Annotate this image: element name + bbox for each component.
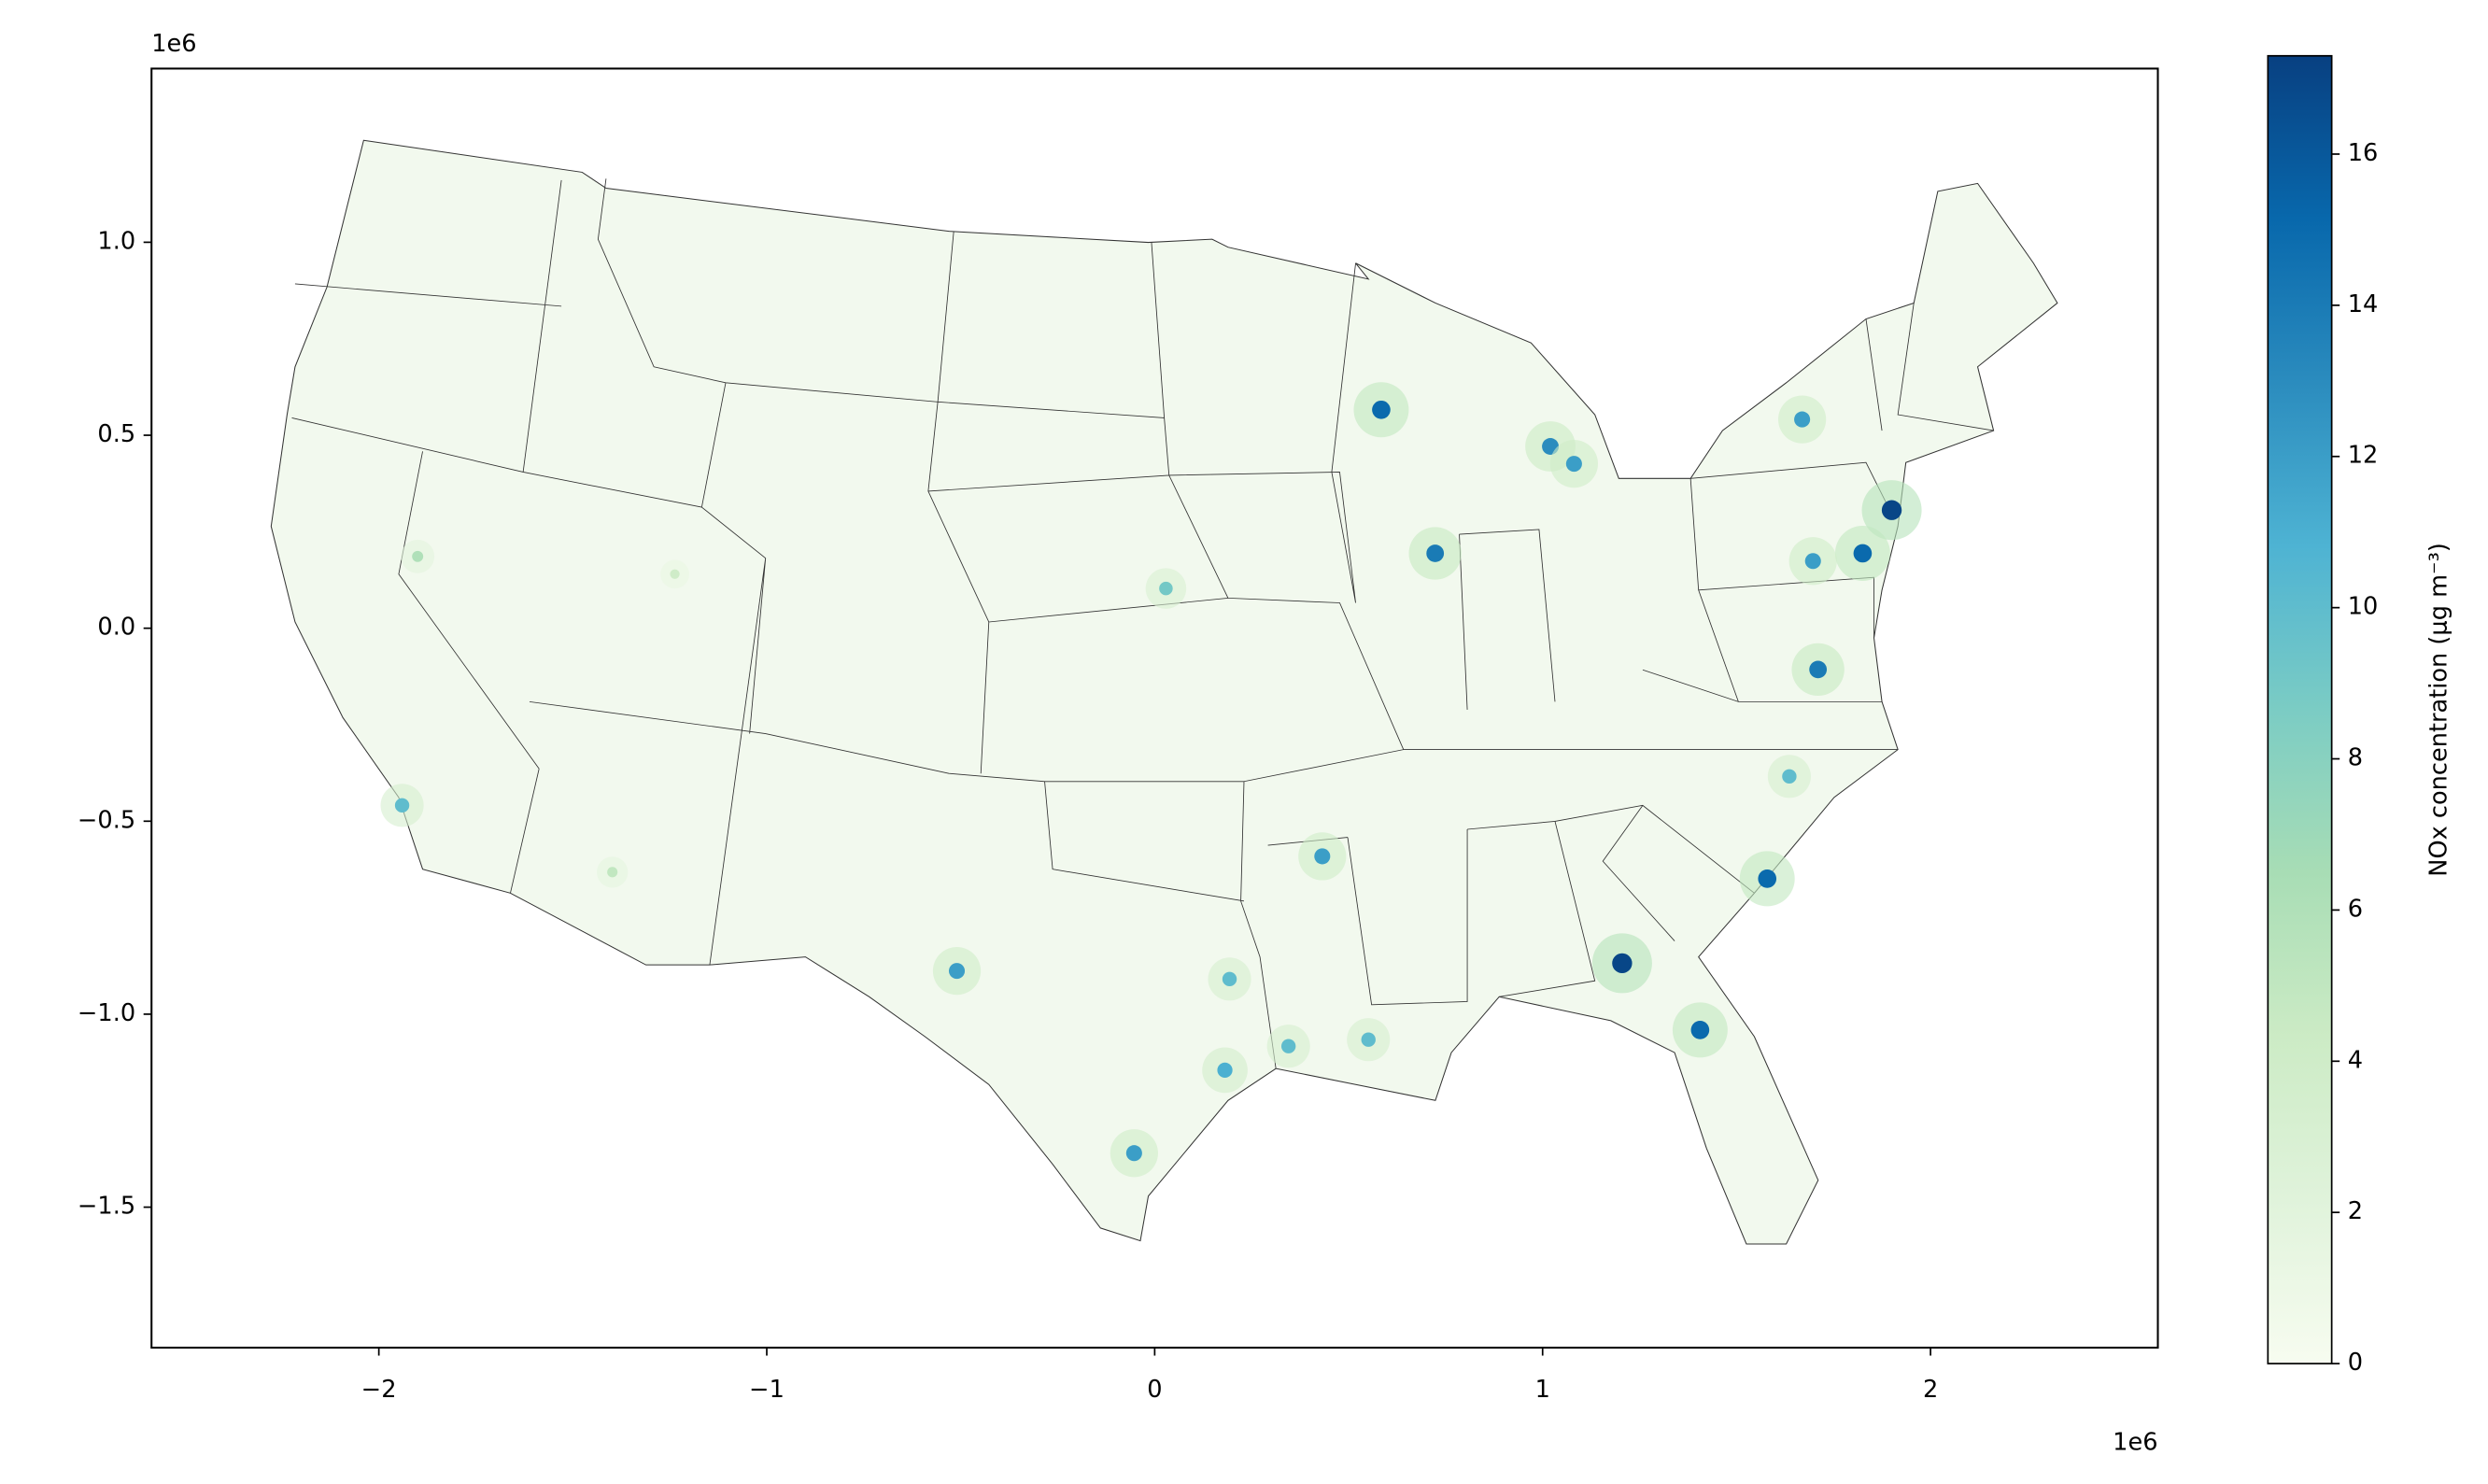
hotspot [412, 550, 424, 562]
hotspot [670, 569, 680, 579]
y-tick-label: 0.0 [97, 614, 135, 642]
x-offset-label: 1e6 [2113, 1428, 2157, 1456]
hotspot [1782, 769, 1797, 784]
hotspot [1222, 971, 1237, 987]
colorbar-tick-label: 16 [2348, 139, 2379, 167]
x-tick-label: −1 [749, 1376, 785, 1404]
colorbar [2267, 54, 2333, 1364]
colorbar-tick-label: 0 [2348, 1349, 2363, 1377]
hotspot [1612, 953, 1633, 974]
hotspot [607, 867, 618, 878]
x-tick-label: 0 [1147, 1376, 1162, 1404]
colorbar-tick-label: 4 [2348, 1046, 2363, 1074]
colorbar-label: NOx concentration (μg m⁻³) [2425, 543, 2453, 877]
hotspot [948, 963, 966, 980]
hotspot [394, 798, 410, 813]
colorbar-tick-label: 2 [2348, 1197, 2363, 1225]
hotspot [1280, 1039, 1296, 1053]
y-tick-label: −1.5 [78, 1193, 135, 1221]
y-tick-label: 1.0 [97, 227, 135, 255]
hotspot [1853, 544, 1873, 563]
hotspot [1690, 1021, 1710, 1039]
hotspot [1881, 500, 1902, 520]
hotspot [1426, 544, 1445, 562]
colorbar-tick-label: 6 [2348, 895, 2363, 923]
x-tick-label: 2 [1923, 1376, 1938, 1404]
colorbar-tick-label: 8 [2348, 744, 2363, 772]
x-tick-label: −2 [361, 1376, 397, 1404]
us-outline [270, 139, 2058, 1245]
hotspot [1804, 553, 1821, 570]
y-tick-label: −1.0 [78, 999, 135, 1027]
colorbar-tick-label: 12 [2348, 442, 2379, 470]
colorbar-tick-label: 10 [2348, 593, 2379, 621]
x-tick-label: 1 [1535, 1376, 1550, 1404]
hotspot [1361, 1032, 1376, 1047]
y-tick-label: −0.5 [78, 806, 135, 834]
colorbar-tick-label: 14 [2348, 290, 2379, 318]
y-offset-label: 1e6 [151, 30, 196, 58]
hotspot [1809, 660, 1828, 679]
hotspot [1159, 581, 1173, 596]
hotspot [1314, 848, 1331, 865]
map [270, 139, 2058, 1245]
hotspot [1758, 869, 1777, 888]
hotspot [1125, 1145, 1142, 1162]
hotspot [1217, 1062, 1233, 1078]
hotspot [1565, 456, 1582, 473]
hotspots [380, 382, 1922, 1178]
hotspot [1794, 411, 1811, 428]
hotspot [1372, 400, 1391, 419]
y-tick-label: 0.5 [97, 420, 135, 448]
